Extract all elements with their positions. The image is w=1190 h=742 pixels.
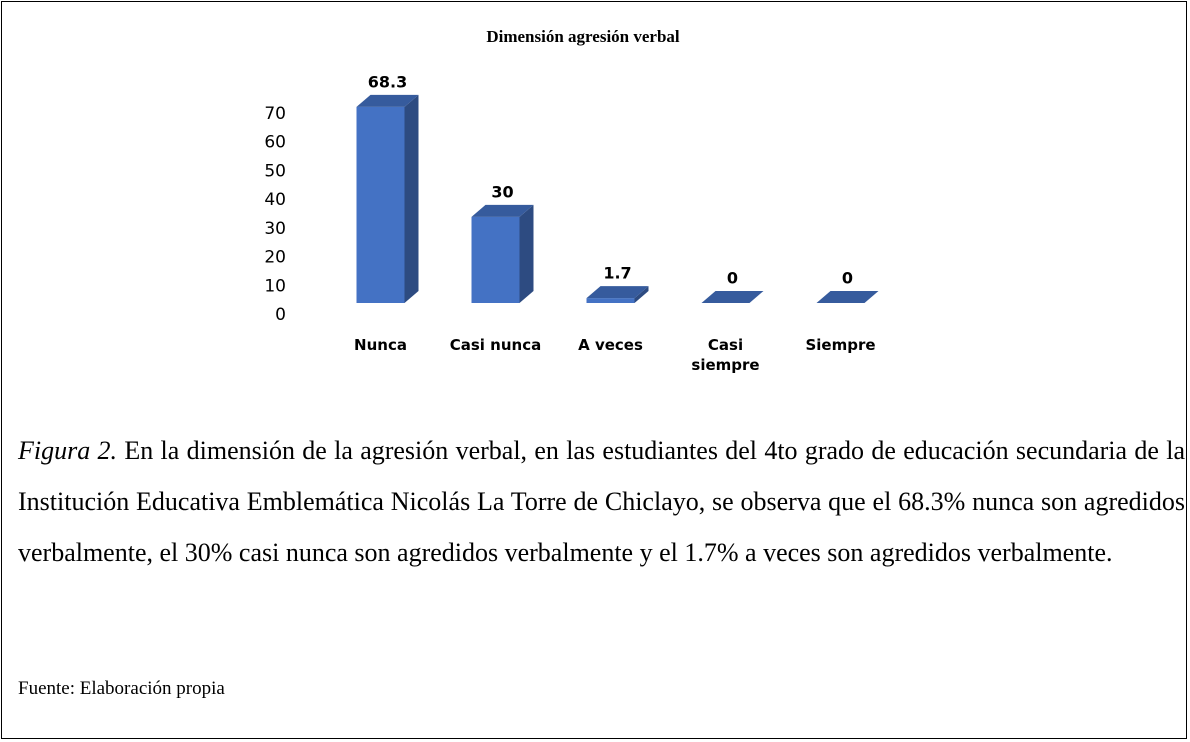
caption-text: En la dimensión de la agresión verbal, e… (18, 436, 1185, 567)
value-label: 30 (491, 182, 513, 201)
value-label: 0 (842, 269, 853, 288)
x-tick-label: Casi nunca (449, 336, 542, 354)
x-tick-label: A veces (578, 336, 643, 354)
caption: Figura 2. En la dimensión de la agresión… (18, 425, 1185, 578)
bar (816, 291, 879, 303)
bar-side (634, 286, 649, 303)
y-tick-label: 30 (264, 219, 286, 239)
bar-top (701, 291, 764, 303)
bar-side (519, 204, 534, 303)
value-label: 0 (727, 269, 738, 288)
bar-face (356, 106, 405, 303)
y-tick-label: 20 (264, 248, 286, 268)
y-tick-label: 40 (264, 190, 286, 210)
source: Fuente: Elaboración propia (18, 678, 225, 699)
bar-top (471, 204, 534, 217)
x-tick-label: Nunca (354, 336, 407, 354)
y-tick-label: 60 (264, 133, 286, 153)
value-label: 68.3 (368, 72, 407, 91)
bar-top (356, 94, 419, 107)
bar (701, 291, 764, 303)
bar-side (404, 94, 419, 303)
bar-top (586, 286, 649, 299)
y-tick-label: 70 (264, 104, 286, 124)
bar-face (586, 298, 635, 303)
y-tick-label: 0 (275, 305, 286, 325)
bar-top (816, 291, 879, 303)
bar (586, 286, 649, 303)
bar (471, 204, 534, 303)
x-tick-label: Siempre (805, 336, 876, 354)
y-tick-label: 10 (264, 276, 286, 296)
chart-title: Dimensión agresión verbal (486, 27, 680, 46)
value-label: 1.7 (603, 264, 631, 283)
y-tick-label: 50 (264, 161, 286, 181)
x-tick-label: Casi siempre (691, 336, 760, 374)
bar-face (471, 216, 520, 303)
caption-label: Figura 2. (18, 436, 118, 465)
bar (356, 94, 419, 303)
